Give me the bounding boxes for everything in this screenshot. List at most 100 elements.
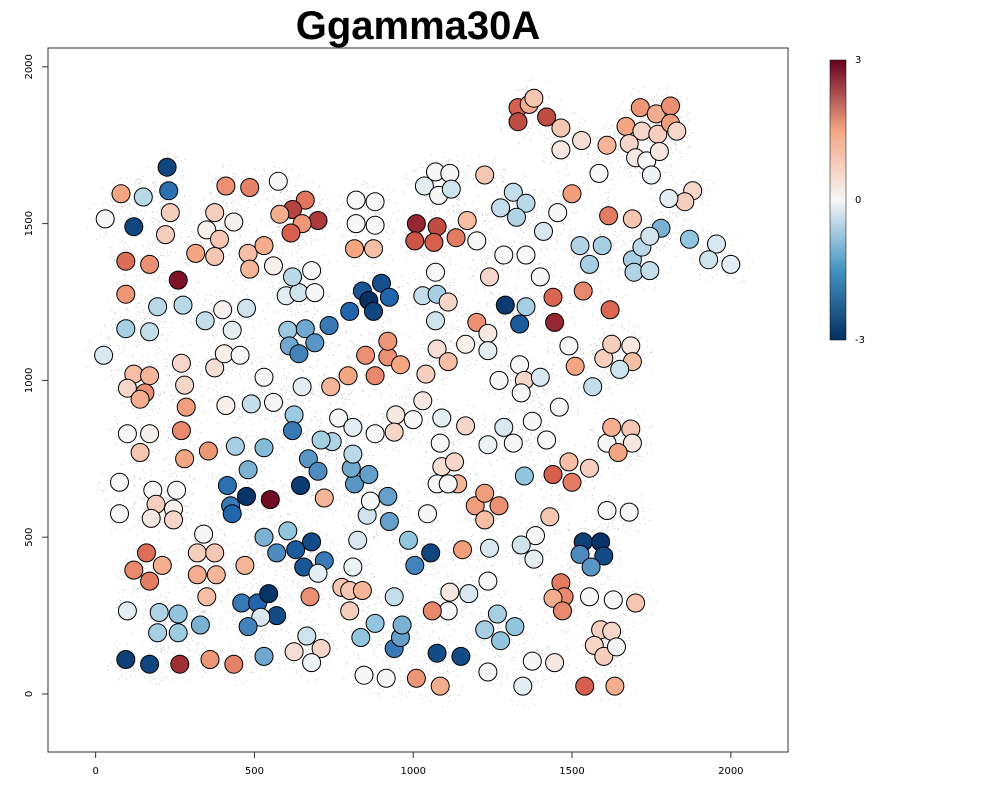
data-point [319, 316, 339, 335]
data-point [140, 254, 160, 274]
data-point [457, 211, 477, 230]
y-tick-label: 1500 [24, 211, 35, 236]
data-point [680, 229, 699, 249]
data-point [116, 650, 136, 669]
data-point [365, 424, 385, 444]
data-point [570, 544, 590, 564]
x-tick-label: 2000 [718, 766, 743, 777]
data-point [530, 267, 550, 287]
data-point [283, 267, 302, 287]
data-point [133, 187, 153, 207]
data-point [605, 676, 625, 696]
data-point [278, 320, 298, 340]
data-point [197, 587, 217, 607]
data-point [514, 466, 534, 486]
data-point [360, 491, 380, 511]
data-point [359, 465, 379, 484]
data-point [545, 653, 565, 673]
data-point [543, 588, 563, 608]
data-point [530, 367, 550, 387]
data-point [302, 261, 322, 281]
data-point [157, 157, 177, 177]
data-point [430, 433, 450, 453]
data-point [289, 344, 309, 364]
data-point [210, 229, 229, 249]
data-point [267, 543, 287, 563]
data-point [414, 176, 434, 196]
data-point [640, 261, 660, 281]
data-point [378, 331, 398, 351]
data-point [721, 254, 741, 274]
data-point [459, 584, 479, 604]
data-point [284, 642, 304, 662]
data-point [602, 417, 622, 437]
data-point [311, 639, 331, 658]
data-point [516, 193, 536, 213]
data-point [478, 435, 498, 455]
data-point [232, 593, 252, 613]
data-point [95, 209, 115, 229]
data-point [379, 287, 399, 307]
data-point [580, 254, 599, 274]
data-point [168, 270, 188, 290]
y-tick-label: 500 [24, 528, 35, 547]
data-point [675, 192, 695, 212]
data-point [168, 623, 188, 643]
data-point [537, 107, 557, 127]
data-point [553, 601, 572, 621]
data-point [699, 250, 719, 270]
data-point [110, 504, 129, 524]
data-point [254, 527, 274, 547]
data-point [478, 323, 498, 343]
data-point [594, 546, 614, 566]
data-point [284, 405, 304, 425]
data-point [478, 662, 498, 682]
data-point [267, 606, 287, 626]
data-point [148, 623, 168, 643]
data-point [467, 231, 487, 251]
data-point [238, 243, 258, 263]
x-tick-label: 1500 [559, 766, 584, 777]
data-point [240, 178, 260, 197]
data-point [384, 422, 404, 442]
data-point [117, 601, 137, 621]
data-point [422, 601, 442, 621]
colorbar-gradient [829, 59, 847, 341]
data-point [167, 480, 187, 500]
data-point [117, 424, 137, 444]
data-point [543, 287, 563, 307]
data-point [346, 214, 366, 234]
data-point [351, 628, 371, 647]
data-point [440, 163, 460, 183]
data-point [111, 184, 131, 204]
data-point [478, 571, 498, 591]
data-point [302, 653, 322, 673]
data-point [238, 617, 258, 637]
data-point [494, 417, 514, 437]
data-point [216, 396, 236, 415]
data-point [526, 526, 545, 546]
data-point [295, 190, 315, 210]
data-point [205, 203, 225, 223]
chart-title: Ggamma30A [296, 4, 541, 48]
data-point [573, 281, 593, 301]
data-point [399, 530, 418, 550]
data-point [278, 521, 298, 541]
data-point [445, 452, 464, 472]
data-point [524, 88, 544, 108]
data-point [254, 438, 274, 458]
data-point [314, 488, 334, 508]
data-point [148, 297, 168, 317]
data-point [510, 355, 530, 375]
data-point [164, 510, 183, 530]
data-point [260, 490, 280, 510]
data-point [124, 560, 144, 580]
data-point [572, 131, 592, 150]
data-point [237, 298, 256, 318]
data-point [251, 607, 271, 627]
colorbar-label-mid: 0 [855, 195, 861, 206]
data-point [364, 301, 383, 321]
colorbar-label-min: -3 [855, 335, 865, 346]
data-point [406, 214, 426, 234]
